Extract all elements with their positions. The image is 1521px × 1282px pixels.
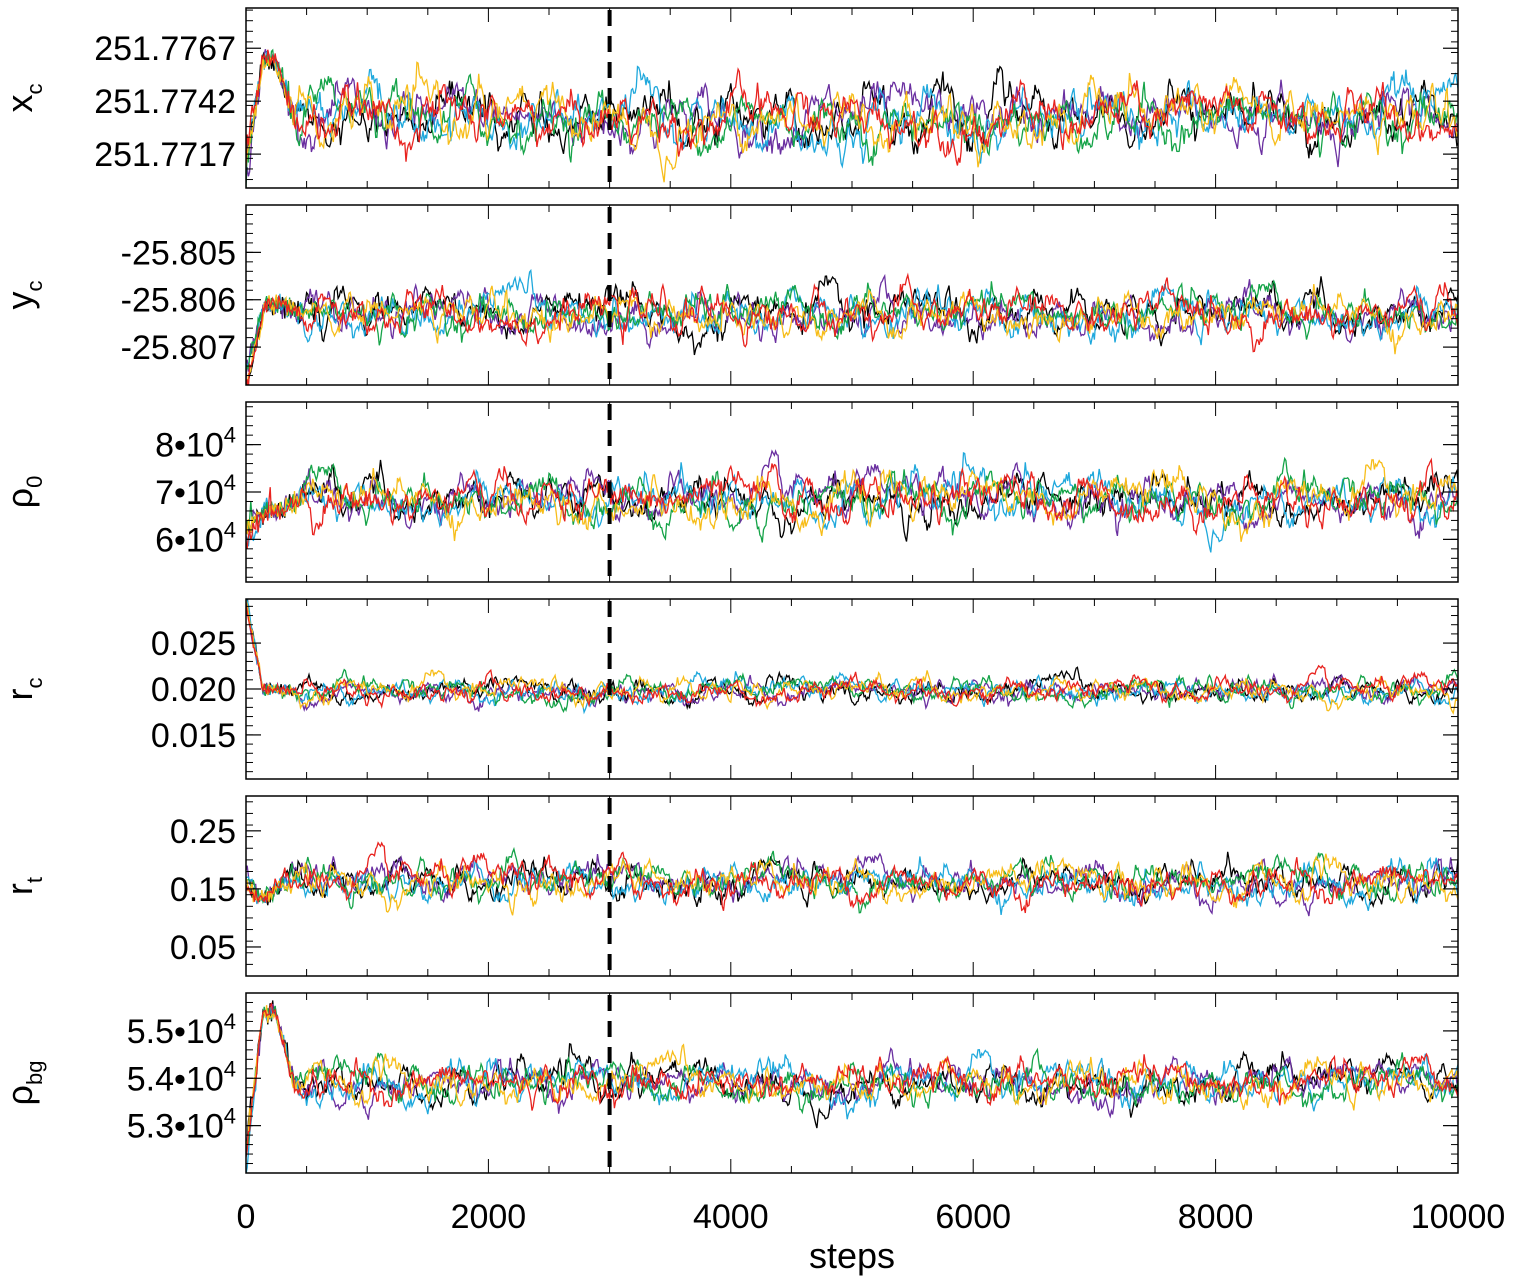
y-tick-label-r_t-0: 0.25 [170, 813, 236, 851]
x-axis: 0 2000 4000 6000 8000 10000 [237, 1198, 1506, 1236]
panel-x_c: 251.7767 251.7742 251.7717 xc [0, 7, 1459, 189]
trace-rho_bg-walker-6 [246, 1002, 1458, 1158]
y-axis-label-rho_bg: ρbg [0, 1061, 47, 1106]
trace-x_c-walker-2 [246, 49, 1458, 184]
panel-r_c: 0.025 0.020 0.015 rc [0, 598, 1459, 780]
x-tick-label-0: 0 [237, 1198, 256, 1236]
y-tick-label-y_c-2: -25.807 [121, 329, 236, 367]
trace-rho_bg-walker-2 [246, 1004, 1458, 1147]
y-axis-label-r_c: rc [0, 678, 47, 701]
panel-y_c: -25.805 -25.806 -25.807 yc [0, 204, 1459, 386]
x-axis-label: steps [809, 1235, 895, 1276]
x-tick-label-2: 4000 [693, 1198, 769, 1236]
y-axis-label-r_t: rt [0, 877, 47, 895]
y-axis-label-x_c: xc [0, 84, 47, 113]
trace-rho_0-walker-4 [246, 456, 1458, 543]
trace-x_c-walker-6 [246, 49, 1458, 166]
trace-rho_bg-walker-4 [246, 1005, 1458, 1155]
y-tick-label-y_c-1: -25.806 [121, 282, 236, 320]
trace-rho_0-walker-6 [246, 457, 1458, 549]
traces-x_c [246, 48, 1458, 188]
y-axis-label-y_c: yc [0, 281, 47, 310]
y-tick-label-r_c-0: 0.025 [151, 625, 236, 663]
x-tick-label-3: 6000 [935, 1198, 1011, 1236]
y-tick-label-r_t-1: 0.15 [170, 871, 236, 909]
panels: 251.7767 251.7742 251.7717 xc -25.805 -25.806… [0, 7, 1459, 1174]
panel-rho_bg: 5.5•104 5.4•104 5.3•104 ρbg [0, 992, 1459, 1174]
trace-r_c-walker-6 [246, 602, 1458, 709]
trace-y_c-walker-4 [246, 279, 1458, 372]
trace-r_c-walker-5 [246, 600, 1458, 715]
y-tick-label-rho_0-2: 6•104 [155, 517, 236, 559]
trace-y_c-walker-1 [246, 275, 1458, 385]
trace-rho_bg-walker-5 [246, 1005, 1458, 1147]
trace-rho_0-walker-5 [246, 459, 1458, 542]
y-tick-label-x_c-0: 251.7767 [94, 30, 236, 68]
trace-y_c-walker-3 [246, 268, 1458, 369]
y-tick-label-r_c-1: 0.020 [151, 671, 236, 709]
y-tick-label-x_c-1: 251.7742 [94, 83, 236, 121]
panel-r_t: 0.25 0.15 0.05 rt [0, 795, 1459, 977]
y-tick-label-rho_0-1: 7•104 [155, 470, 236, 512]
traces-y_c [246, 268, 1458, 385]
trace-r_c-walker-2 [246, 612, 1458, 713]
traces-r_t [246, 841, 1458, 917]
x-tick-label-1: 2000 [451, 1198, 527, 1236]
trace-y_c-walker-2 [246, 273, 1458, 381]
y-tick-label-r_c-2: 0.015 [151, 717, 236, 755]
trace-x_c-walker-5 [246, 55, 1458, 183]
traces-r_c [246, 599, 1458, 715]
y-tick-label-rho_bg-1: 5.4•104 [127, 1056, 236, 1098]
y-tick-label-rho_bg-0: 5.5•104 [127, 1009, 236, 1051]
y-tick-label-x_c-2: 251.7717 [94, 136, 236, 174]
traces-rho_0 [246, 449, 1458, 553]
y-tick-label-rho_0-0: 8•104 [155, 423, 236, 465]
y-axis-label-rho_0: ρ0 [0, 476, 47, 509]
y-tick-label-y_c-0: -25.805 [121, 234, 236, 272]
y-tick-label-r_t-2: 0.05 [170, 929, 236, 967]
y-tick-label-rho_bg-2: 5.3•104 [127, 1104, 236, 1146]
x-tick-label-4: 8000 [1178, 1198, 1254, 1236]
traces-rho_bg [246, 1000, 1458, 1173]
panel-rho_0: 8•104 7•104 6•104 ρ0 [0, 401, 1459, 583]
trace-r_t-walker-6 [246, 841, 1458, 914]
trace-r_t-walker-4 [246, 846, 1458, 914]
trace-y_c-walker-6 [246, 272, 1458, 385]
x-tick-label-5: 10000 [1411, 1198, 1506, 1236]
